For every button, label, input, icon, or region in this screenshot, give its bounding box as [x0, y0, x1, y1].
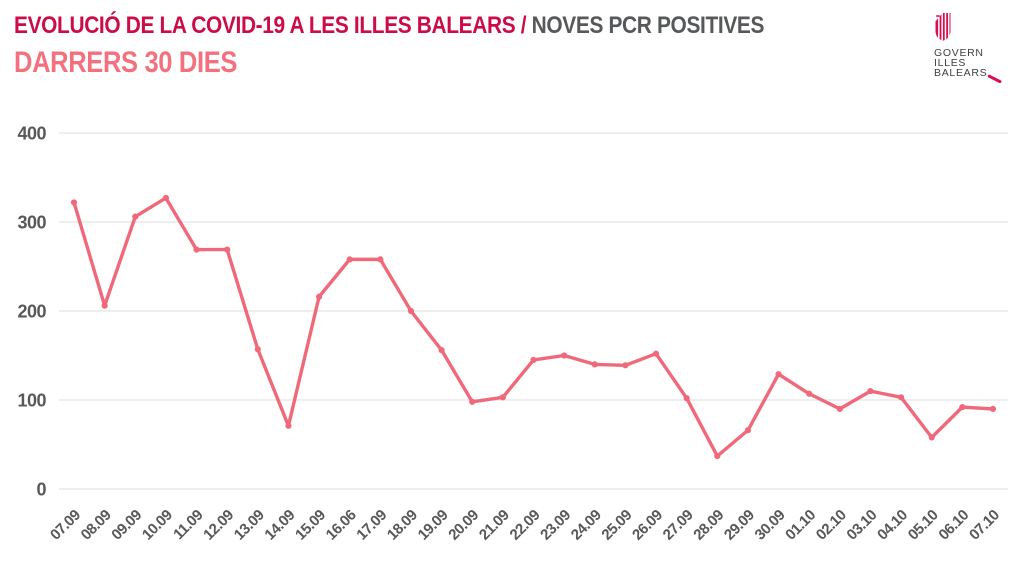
x-axis-tick-label: 23.09 — [537, 507, 574, 544]
data-point-marker — [867, 388, 874, 395]
x-axis-tick-label: 02.10 — [813, 507, 850, 544]
x-axis-tick-label: 05.10 — [905, 507, 942, 544]
data-point-marker — [714, 452, 721, 460]
x-axis-tick-label: 01.10 — [782, 507, 819, 544]
govern-crest-icon — [935, 13, 951, 41]
data-point-marker — [959, 404, 966, 411]
x-axis-tick-label: 07.10 — [966, 507, 1003, 544]
y-axis-tick-label: 100 — [17, 391, 46, 411]
data-point-marker — [162, 194, 169, 202]
x-axis-tick-label: 10.09 — [139, 507, 176, 544]
header: EVOLUCIÓ DE LA COVID-19 A LES ILLES BALE… — [14, 12, 876, 80]
data-point-marker — [683, 395, 690, 402]
data-point-marker — [469, 398, 476, 405]
data-point-marker — [622, 362, 629, 369]
x-axis-tick-label: 16.06 — [323, 507, 360, 544]
data-point-marker — [407, 307, 415, 315]
y-axis-tick-label: 400 — [17, 124, 46, 144]
data-point-marker — [897, 394, 905, 401]
trend-line — [72, 196, 995, 458]
x-axis-tick-label: 21.09 — [476, 507, 513, 544]
x-axis-tick-label: 28.09 — [690, 507, 727, 544]
x-axis-tick-label: 18.09 — [384, 507, 421, 544]
x-axis-tick-label: 14.09 — [261, 507, 298, 544]
logo-line-govern: GOVERN — [934, 47, 984, 59]
y-axis-tick-label: 300 — [17, 213, 46, 233]
logo-line-balears: BALEARS — [934, 67, 1014, 84]
title-secondary: NOVES PCR POSITIVES — [531, 12, 765, 39]
x-axis-tick-label: 13.09 — [231, 507, 268, 544]
data-point-marker — [499, 394, 506, 401]
data-point-marker — [928, 434, 935, 441]
x-axis-tick-label: 30.09 — [752, 507, 789, 544]
x-axis-tick-label: 04.10 — [874, 507, 911, 544]
title-main: EVOLUCIÓ DE LA COVID-19 A LES ILLES BALE… — [14, 12, 527, 39]
x-axis-tick-label: 22.09 — [507, 507, 544, 544]
x-axis-tick-label: 24.09 — [568, 507, 605, 544]
data-point-marker — [561, 352, 568, 359]
x-axis-tick-label: 19.09 — [415, 507, 452, 544]
data-point-marker — [346, 256, 353, 263]
x-axis-tick-label: 11.09 — [170, 507, 206, 543]
x-axis-tick-label: 29.09 — [721, 507, 758, 544]
data-point-marker — [806, 390, 813, 397]
data-point-marker — [70, 199, 78, 206]
data-point-marker — [530, 356, 537, 364]
y-axis-tick-label: 200 — [17, 302, 46, 322]
govern-illes-balears-logo: GOVERN ILLES BALEARS — [934, 13, 1014, 84]
data-point-marker — [744, 427, 752, 434]
data-point-marker — [989, 405, 997, 412]
data-point-marker — [377, 256, 384, 263]
x-axis-tick-label: 25.09 — [598, 507, 635, 544]
data-point-marker — [652, 350, 660, 357]
x-axis-tick-label: 12.09 — [200, 507, 237, 544]
data-point-marker — [285, 422, 292, 429]
data-point-marker — [591, 361, 598, 368]
data-point-marker — [315, 293, 323, 300]
logo-text: GOVERN ILLES BALEARS — [934, 47, 1014, 84]
x-axis-tick-label: 03.10 — [843, 507, 880, 544]
page-title: EVOLUCIÓ DE LA COVID-19 A LES ILLES BALE… — [14, 12, 764, 40]
x-axis-tick-label: 26.09 — [629, 507, 666, 544]
logo-line-illes: ILLES — [934, 57, 967, 69]
data-point-marker — [775, 371, 782, 378]
x-axis-tick-label: 09.09 — [108, 507, 145, 544]
data-point-marker — [836, 405, 843, 412]
data-point-marker — [224, 246, 231, 253]
logo-balears-text: BALEARS — [934, 67, 988, 79]
data-point-marker — [193, 246, 200, 253]
y-axis-tick-label: 0 — [36, 480, 46, 500]
x-axis-tick-label: 17.09 — [353, 507, 390, 544]
data-point-marker — [438, 347, 445, 354]
data-point-marker — [101, 302, 108, 309]
x-axis-tick-label: 06.10 — [935, 507, 972, 544]
x-axis-tick-label: 15.09 — [292, 507, 329, 544]
x-axis-tick-label: 20.09 — [445, 507, 482, 544]
x-axis-tick-label: 27.09 — [660, 507, 697, 544]
data-point-marker — [254, 346, 261, 353]
data-point-marker — [132, 213, 139, 220]
x-axis-tick-label: 07.09 — [47, 507, 84, 544]
x-axis-tick-label: 08.09 — [78, 507, 115, 544]
page-subtitle: DARRERS 30 DIES — [14, 46, 238, 79]
